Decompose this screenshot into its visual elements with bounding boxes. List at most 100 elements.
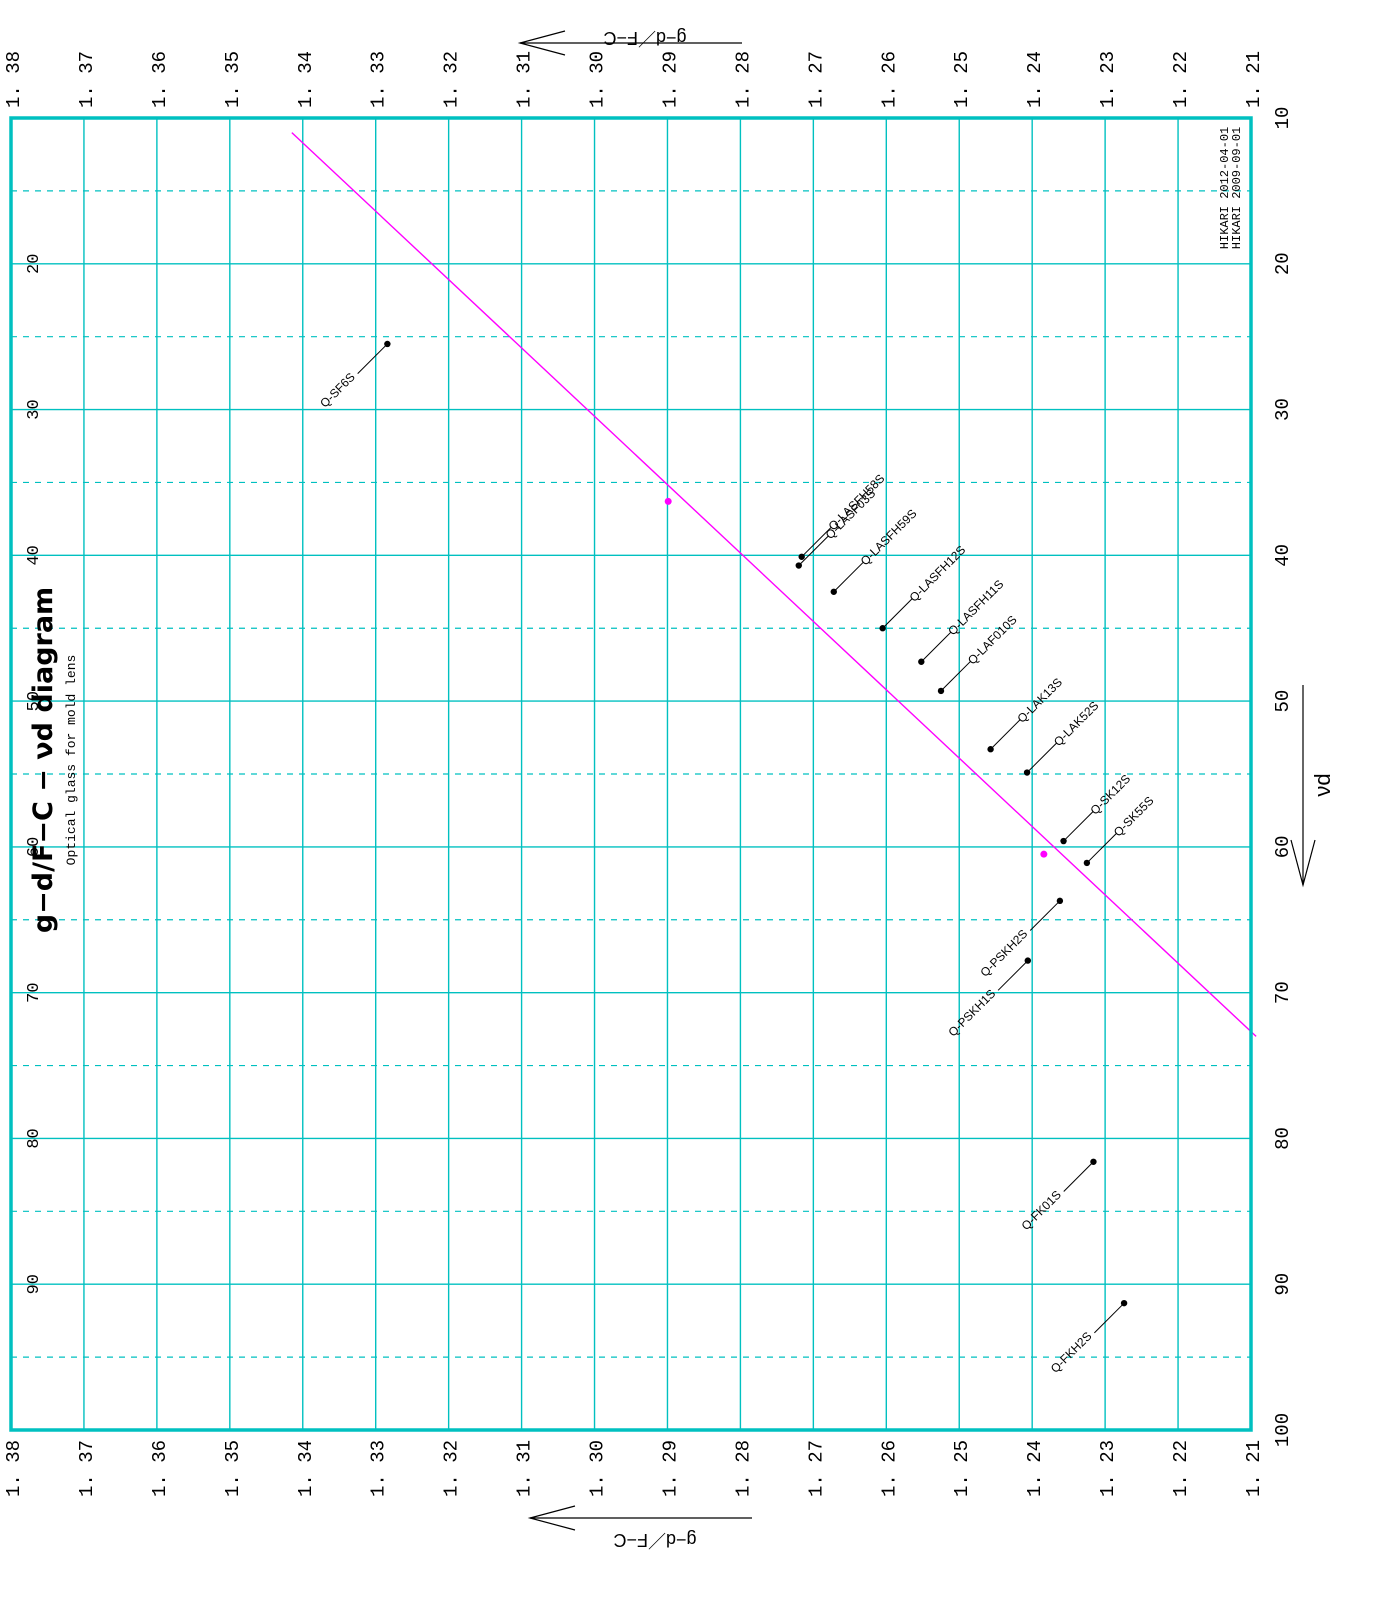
gd-tick-label-bottom: 1. 30 — [587, 1440, 609, 1497]
leader-line — [1094, 1302, 1125, 1334]
gd-tick-label-bottom: 1. 21 — [1243, 1440, 1265, 1497]
gd-tick-label-bottom: 1. 24 — [1024, 1440, 1046, 1497]
chart-subtitle: Optical glass for mold lens — [64, 655, 79, 866]
gd-tick-label-top: 1. 31 — [514, 51, 536, 108]
leader-line — [997, 960, 1029, 991]
nd-tick-label-right: 60 — [1272, 835, 1294, 858]
glass-points: Q-SF6SQ-LASFH58SQ-LASF03SQ-LASFH59SQ-LAS… — [317, 340, 1157, 1376]
gd-tick-label-top: 1. 36 — [149, 51, 171, 108]
gd-tick-label-bottom: 1. 22 — [1170, 1440, 1192, 1497]
chart-title: g−d/F−C − νd diagram — [28, 587, 59, 933]
nd-tick-label-left: 50 — [25, 691, 44, 711]
gd-tick-label-bottom: 1. 36 — [149, 1440, 171, 1497]
nd-tick-label-left: 40 — [25, 545, 44, 565]
gd-axis-label-bottom: g−d／F−C — [613, 1530, 696, 1550]
glass-point — [1090, 1158, 1097, 1165]
nd-tick-label-right: 40 — [1272, 544, 1294, 567]
leader-line — [940, 660, 972, 692]
gd-tick-label-top: 1. 21 — [1243, 51, 1265, 108]
nd-tick-label-right: 90 — [1272, 1273, 1294, 1296]
glass-label: Q-FK01S — [1019, 1188, 1064, 1233]
glass-label: Q-LASF03S — [823, 486, 879, 542]
nd-tick-label-left: 60 — [25, 837, 44, 857]
glass-label: Q-LAK52S — [1051, 698, 1101, 748]
credit-line: HIKARI 2009-09-01 — [1230, 127, 1244, 249]
glass-point — [879, 625, 886, 632]
normal-line-anchor — [664, 497, 672, 505]
nd-tick-label-right: 80 — [1272, 1127, 1294, 1150]
leader-line — [1063, 811, 1094, 842]
nd-tick-label-right: 10 — [1272, 107, 1294, 130]
gd-tick-label-bottom: 1. 25 — [951, 1440, 973, 1497]
nd-arrowhead — [1290, 839, 1316, 888]
glass-label: Q-LAF010S — [965, 613, 1020, 668]
glass-point — [1023, 769, 1031, 776]
nd-tick-label-right: 100 — [1272, 1413, 1294, 1447]
leader-line — [990, 719, 1021, 750]
leader-line — [1063, 1161, 1094, 1192]
gd-tick-label-bottom: 1. 35 — [222, 1440, 244, 1497]
nd-tick-label-left: 70 — [25, 982, 44, 1002]
glass-label: Q-LASFH59S — [858, 506, 920, 568]
leader-line — [801, 526, 832, 558]
gd-tick-label-top: 1. 38 — [3, 51, 25, 108]
normal-line-group — [291, 132, 1257, 1037]
glass-point — [830, 588, 837, 595]
leader-line — [1086, 832, 1117, 864]
gd-tick-label-bottom: 1. 28 — [732, 1440, 754, 1497]
leader-line — [833, 561, 864, 593]
glass-label: Q-PSKH1S — [945, 987, 998, 1040]
gd-tick-label-top: 1. 27 — [805, 51, 827, 108]
gd-tick-label-top: 1. 25 — [951, 51, 973, 108]
glass-point — [937, 687, 945, 695]
glass-label: Q-SK55S — [1111, 794, 1157, 840]
glass-point — [798, 553, 805, 560]
nd-tick-label-left: 20 — [25, 254, 44, 274]
leader-line — [357, 343, 388, 375]
gd-tick-label-bottom: 1. 34 — [295, 1440, 317, 1497]
grid — [10, 117, 1252, 1431]
gd-tick-label-bottom: 1. 29 — [659, 1440, 681, 1497]
gd-tick-label-top: 1. 24 — [1024, 51, 1046, 108]
titles: g−d/F−C − νd diagram Optical glass for mo… — [28, 127, 1244, 933]
gd-tick-label-top: 1. 37 — [76, 51, 98, 108]
nd-tick-label-left: 80 — [25, 1128, 44, 1148]
gd-axis-label-top: g−d／F−C — [603, 28, 686, 48]
gd-arrowhead-top — [517, 30, 566, 56]
glass-point — [1083, 859, 1091, 867]
gd-tick-label-top: 1. 30 — [587, 51, 609, 108]
nd-axis-label: νd — [1310, 773, 1335, 796]
leader-line — [882, 598, 913, 629]
gd-tick-label-bottom: 1. 23 — [1097, 1440, 1119, 1497]
gd-tick-label-bottom: 1. 33 — [368, 1440, 390, 1497]
nd-tick-label-left: 30 — [25, 399, 44, 419]
nd-tick-label-right: 30 — [1272, 398, 1294, 421]
normal-line-anchor — [1040, 850, 1048, 858]
gd-tick-label-top: 1. 32 — [441, 51, 463, 108]
glass-label: Q-PSKH2S — [978, 927, 1031, 980]
glass-point — [795, 562, 802, 569]
gd-tick-label-top: 1. 23 — [1097, 51, 1119, 108]
glass-point — [918, 658, 925, 665]
glass-point — [1120, 1299, 1128, 1307]
credit-line: HIKARI 2012-04-01 — [1218, 127, 1232, 249]
gd-tick-label-bottom: 1. 26 — [878, 1440, 900, 1497]
glass-point — [384, 340, 391, 348]
leader-line — [1026, 742, 1058, 773]
glass-point — [1060, 837, 1067, 845]
normal-line — [291, 132, 1257, 1037]
gd-tick-label-bottom: 1. 32 — [441, 1440, 463, 1497]
leader-line — [798, 535, 829, 566]
gd-tick-label-top: 1. 22 — [1170, 51, 1192, 108]
axes: 1. 38 1. 38 1. 37 1. 37 1. 36 1. 36 1. 35 1. 35… — [3, 28, 1335, 1550]
leader-line — [920, 631, 952, 663]
gd-tick-label-top: 1. 28 — [732, 51, 754, 108]
gd-arrowhead-bottom — [527, 1505, 576, 1531]
gd-tick-label-bottom: 1. 31 — [514, 1440, 536, 1497]
nd-tick-label-left: 90 — [25, 1274, 44, 1294]
glass-label: Q-LAK13S — [1015, 675, 1065, 725]
plot-frame — [9, 116, 1253, 1432]
leader-line — [1029, 900, 1061, 931]
gd-tick-label-top: 1. 35 — [222, 51, 244, 108]
